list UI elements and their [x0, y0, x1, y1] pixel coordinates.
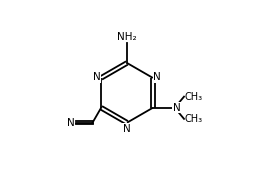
Text: N: N [153, 72, 161, 82]
Text: NH₂: NH₂ [117, 33, 137, 42]
Text: CH₃: CH₃ [185, 114, 203, 124]
Text: N: N [123, 123, 131, 133]
Text: N: N [173, 103, 181, 113]
Text: CH₃: CH₃ [185, 92, 203, 102]
Text: N: N [67, 117, 75, 127]
Text: N: N [93, 72, 101, 82]
